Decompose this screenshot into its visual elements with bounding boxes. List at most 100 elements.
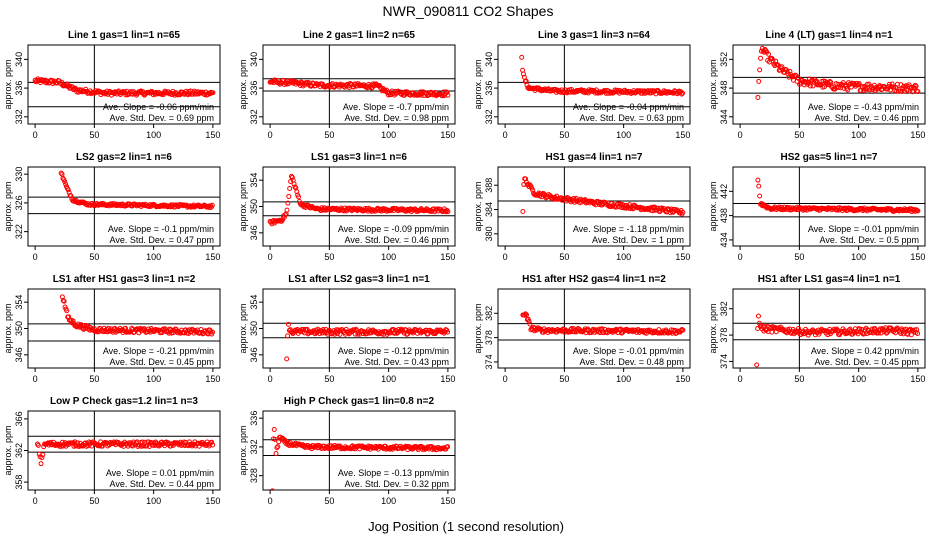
panel-13: Low P Check gas=1.2 lin=1 n=3 0 50 100 150 35… (3, 396, 221, 506)
slope-annotation: Ave. Slope = -0.12 ppm/min (338, 346, 449, 356)
y-axis-label: approx. ppm (473, 303, 483, 353)
y-axis-label: approx. ppm (3, 425, 13, 475)
plot-area (28, 411, 220, 490)
data-point (210, 442, 216, 448)
panel-title: HS1 gas=4 lin=1 n=7 (546, 152, 643, 163)
y-tick-label: 382 (484, 306, 494, 321)
plot-area (263, 411, 455, 490)
plot-frame (732, 166, 926, 247)
data-point (527, 321, 533, 327)
panel-title: Line 1 gas=1 lin=1 n=65 (68, 30, 180, 41)
y-tick-label: 374 (484, 354, 494, 369)
panel-12: HS1 after LS1 gas=4 lin=1 n=1 0 50 100 150 37… (708, 274, 926, 384)
data-point (885, 86, 891, 92)
y-axis-label: approx. ppm (238, 181, 248, 231)
x-tick-label: 100 (851, 374, 866, 384)
y-tick-label: 346 (249, 225, 259, 240)
plot-frame (732, 44, 926, 125)
y-tick-label: 348 (719, 81, 729, 96)
data-point (781, 206, 787, 212)
slope-annotation: Ave. Slope = -0.06 ppm/min (103, 102, 214, 112)
x-tick-label: 100 (381, 374, 396, 384)
y-tick-label: 380 (484, 226, 494, 241)
y-tick-label: 332 (14, 109, 24, 124)
y-tick-label: 378 (484, 330, 494, 345)
data-point (110, 329, 116, 335)
x-tick-label: 100 (381, 130, 396, 140)
data-point (292, 184, 298, 190)
data-point (68, 193, 74, 199)
x-tick-label: 50 (559, 374, 569, 384)
data-point (757, 67, 763, 73)
x-tick-label: 100 (381, 252, 396, 262)
x-tick-label: 150 (440, 252, 455, 262)
data-point (285, 333, 291, 339)
y-tick-label: 336 (249, 411, 259, 426)
y-tick-label: 330 (14, 167, 24, 182)
std-dev-annotation: Ave. Std. Dev. = 0.44 ppm (110, 479, 214, 489)
y-axis-label: approx. ppm (473, 59, 483, 109)
data-point (565, 329, 571, 335)
y-tick-label: 442 (719, 184, 729, 199)
data-point (766, 51, 772, 57)
data-point (285, 200, 291, 206)
std-dev-annotation: Ave. Std. Dev. = 0.46 ppm (815, 113, 919, 123)
plot-frame (27, 166, 221, 247)
data-point (385, 92, 391, 98)
y-tick-label: 388 (484, 178, 494, 193)
panel-title: HS2 gas=5 lin=1 n=7 (781, 152, 878, 163)
plot-frame (262, 410, 456, 491)
y-tick-label: 336 (484, 81, 494, 96)
data-point (530, 187, 536, 193)
panel-4: Line 4 (LT) gas=1 lin=4 n=1 0 50 100 150 344 3… (708, 30, 926, 140)
data-point (282, 212, 288, 218)
y-tick-label: 350 (249, 199, 259, 214)
data-point (523, 311, 529, 317)
data-point (680, 327, 686, 333)
std-dev-annotation: Ave. Std. Dev. = 0.45 ppm (110, 357, 214, 367)
x-tick-label: 150 (675, 374, 690, 384)
data-point (755, 313, 761, 319)
data-point (58, 170, 64, 176)
x-tick-label: 50 (89, 374, 99, 384)
data-point (787, 68, 793, 74)
slope-annotation: Ave. Slope = -0.09 ppm/min (338, 224, 449, 234)
plot-area (263, 45, 455, 124)
data-point (520, 71, 526, 77)
data-point (274, 445, 280, 451)
data-point (61, 298, 67, 304)
plot-area (733, 289, 925, 368)
y-axis-label: approx. ppm (3, 303, 13, 353)
x-tick-label: 50 (324, 496, 334, 506)
data-point (385, 330, 391, 336)
x-tick-label: 150 (910, 374, 925, 384)
y-tick-label: 340 (249, 52, 259, 67)
panel-3: Line 3 gas=1 lin=3 n=64 0 50 100 150 332 336 34… (473, 30, 691, 140)
x-tick-label: 100 (146, 374, 161, 384)
panel-10: LS1 after LS2 gas=3 lin=1 n=1 0 50 100 150 34… (238, 274, 456, 384)
panel-title: Line 2 gas=1 lin=2 n=65 (303, 30, 415, 41)
y-tick-label: 336 (14, 81, 24, 96)
y-tick-label: 340 (14, 52, 24, 67)
std-dev-annotation: Ave. Std. Dev. = 0.32 ppm (345, 479, 449, 489)
data-point (94, 442, 100, 448)
plot-area (28, 289, 220, 368)
data-point (523, 312, 529, 318)
x-tick-label: 100 (146, 496, 161, 506)
y-axis-label: approx. ppm (238, 303, 248, 353)
std-dev-annotation: Ave. Std. Dev. = 0.69 ppm (110, 113, 214, 123)
slope-annotation: Ave. Slope = -0.01 ppm/min (573, 346, 684, 356)
x-tick-label: 100 (851, 252, 866, 262)
panel-title: LS2 gas=2 lin=1 n=6 (76, 152, 172, 163)
x-tick-label: 0 (738, 252, 743, 262)
data-point (83, 86, 89, 92)
data-point (680, 90, 686, 96)
panel-title: High P Check gas=1 lin=0.8 n=2 (284, 396, 435, 407)
y-tick-label: 332 (249, 439, 259, 454)
x-tick-label: 100 (146, 130, 161, 140)
data-point (63, 181, 69, 187)
x-tick-label: 100 (146, 252, 161, 262)
plot-area (498, 167, 690, 246)
y-tick-label: 352 (719, 52, 729, 67)
x-tick-label: 50 (559, 252, 569, 262)
